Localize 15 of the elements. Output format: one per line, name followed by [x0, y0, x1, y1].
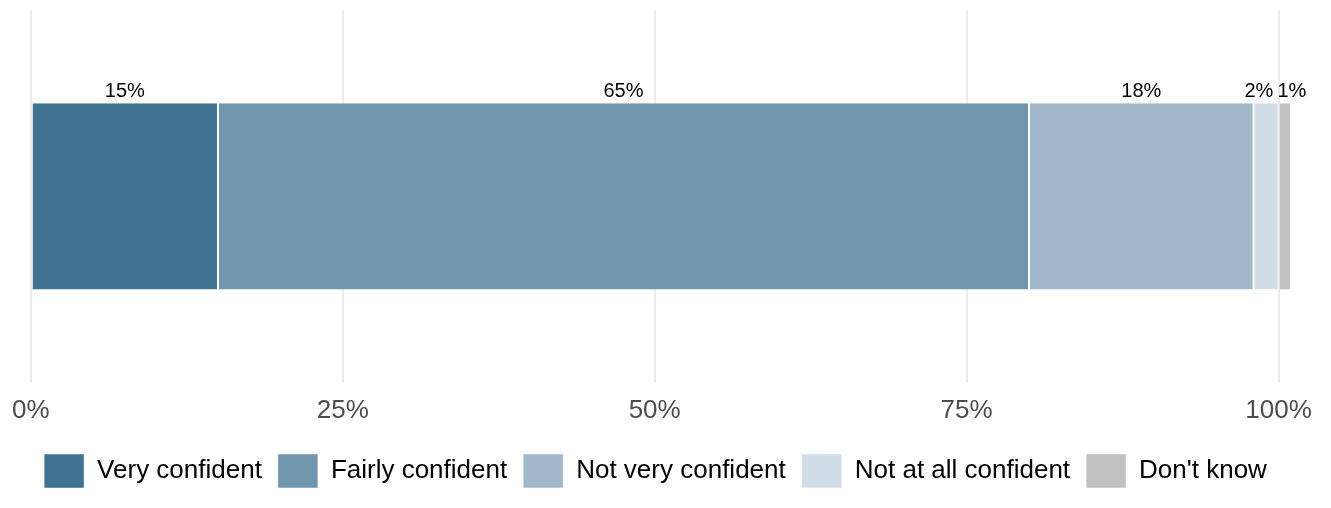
- data-label: 18%: [1121, 79, 1162, 102]
- legend-label: Don't know: [1139, 454, 1268, 485]
- x-tick-label: 75%: [940, 393, 993, 424]
- legend-label: Very confident: [97, 454, 263, 485]
- data-label: 1%: [1277, 79, 1307, 102]
- data-label: 65%: [603, 79, 644, 102]
- legend-label: Not very confident: [576, 454, 787, 485]
- x-tick-label: 0%: [12, 393, 50, 424]
- legend-label: Fairly confident: [330, 454, 508, 485]
- x-tick-label: 50%: [628, 393, 681, 424]
- data-label: 2%: [1244, 79, 1274, 102]
- legend-label: Not at all confident: [854, 454, 1071, 485]
- data-label: 15%: [104, 79, 146, 102]
- x-tick-label: 25%: [316, 393, 369, 424]
- x-tick-label: 100%: [1245, 393, 1312, 424]
